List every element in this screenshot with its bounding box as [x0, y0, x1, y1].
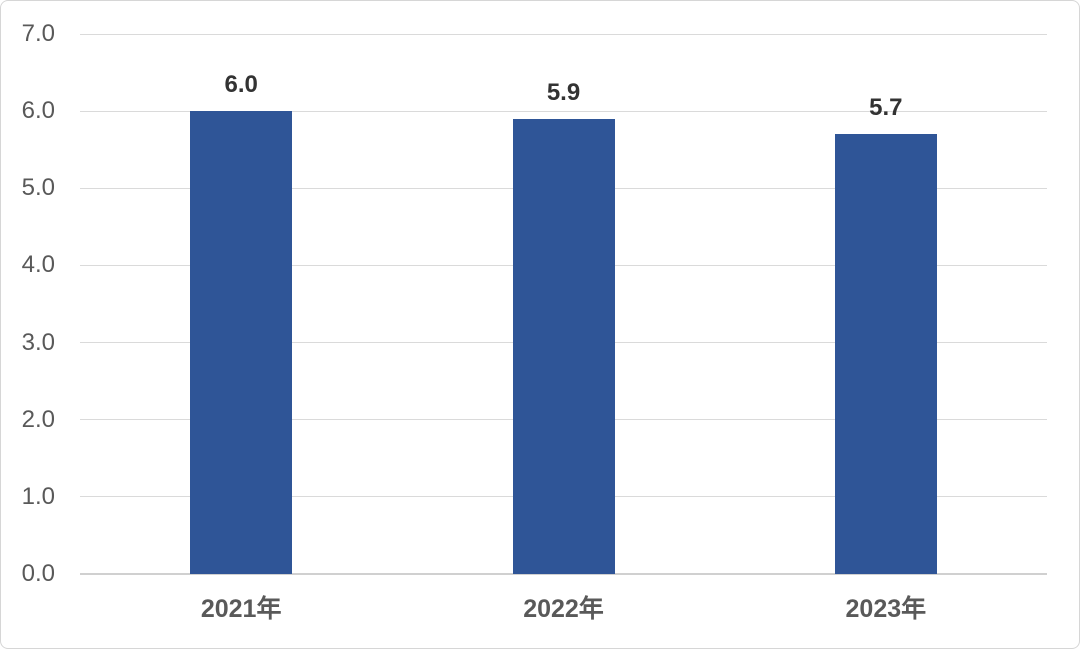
gridline [80, 110, 1047, 112]
bar-2022年 [512, 118, 615, 574]
y-tick-label: 3.0 [21, 328, 55, 356]
y-tick-label: 7.0 [21, 20, 55, 47]
x-category-label: 2021年 [200, 595, 282, 623]
y-tick-label: 2.0 [21, 405, 55, 433]
x-category-label: 2023年 [845, 595, 927, 623]
bar-2021年 [190, 111, 293, 574]
y-tick-label: 0.0 [21, 560, 55, 587]
bar-value-label: 5.9 [546, 78, 581, 106]
x-axis-line [80, 573, 1047, 575]
y-tick-label: 1.0 [21, 482, 55, 510]
bar-value-label: 6.0 [224, 71, 258, 99]
x-category-label: 2022年 [523, 595, 604, 623]
bar-value-label: 5.7 [869, 94, 903, 122]
y-tick-label: 5.0 [21, 174, 55, 202]
bar-2023年 [834, 134, 937, 574]
y-tick-label: 6.0 [21, 97, 55, 125]
plot-area: 6.0 5.9 5.7 [80, 33, 1047, 575]
y-tick-label: 4.0 [21, 251, 55, 279]
gridline [80, 33, 1047, 35]
